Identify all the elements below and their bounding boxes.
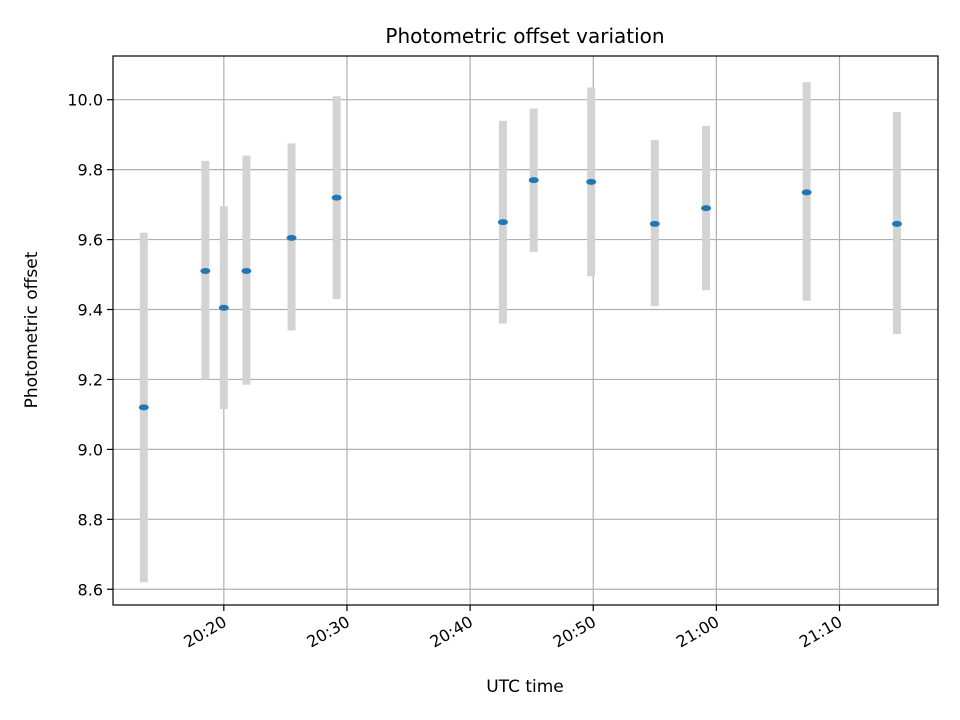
y-tick-label: 9.8 — [78, 161, 103, 180]
y-tick-label: 9.6 — [78, 231, 103, 250]
data-point — [528, 177, 539, 184]
y-tick-label: 9.4 — [78, 301, 103, 320]
data-point — [586, 178, 597, 185]
y-tick-label: 9.0 — [78, 440, 103, 459]
y-tick-label: 10.0 — [67, 91, 103, 110]
y-axis-ticks: 8.6 8.8 9.0 9.2 9.4 9.6 9.8 10.0 — [67, 91, 113, 599]
y-axis-title: Photometric offset — [22, 251, 42, 408]
y-tick-label: 9.2 — [78, 370, 103, 389]
data-point — [891, 220, 902, 227]
data-point — [649, 220, 660, 227]
data-point — [701, 205, 712, 212]
data-point — [241, 268, 252, 275]
chart-title: Photometric offset variation — [385, 24, 664, 48]
data-point — [200, 268, 211, 275]
y-tick-label: 8.8 — [78, 510, 103, 529]
x-axis-title: UTC time — [486, 677, 564, 697]
data-point — [286, 234, 297, 241]
grid — [113, 56, 938, 605]
plot-frame — [112, 55, 939, 606]
data-point — [218, 304, 229, 311]
data-point — [801, 189, 812, 196]
data-points — [138, 177, 902, 411]
data-point — [331, 194, 342, 201]
y-tick-label: 8.6 — [78, 580, 103, 599]
data-point — [497, 219, 508, 226]
data-point — [138, 404, 149, 411]
